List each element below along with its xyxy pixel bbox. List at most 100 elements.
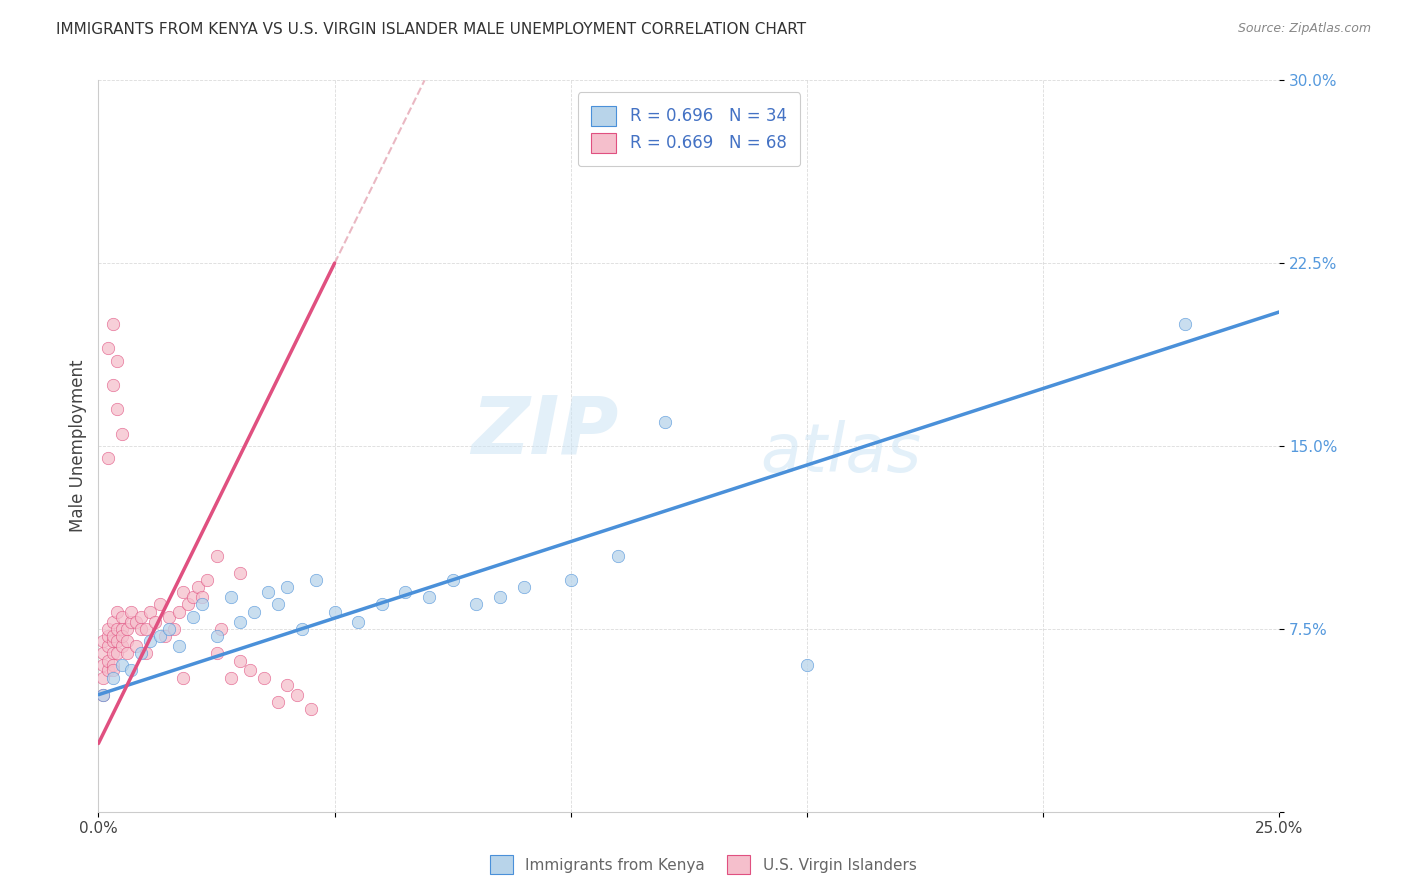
Point — [101, 378, 124, 392]
Point — [219, 671, 242, 685]
Point — [111, 622, 134, 636]
Point — [181, 590, 204, 604]
Point — [101, 629, 124, 643]
Point — [115, 646, 138, 660]
Point — [489, 590, 512, 604]
Point — [181, 609, 204, 624]
Point — [285, 688, 308, 702]
Point — [91, 688, 114, 702]
Point — [105, 605, 128, 619]
Point — [91, 671, 114, 685]
Point — [290, 622, 312, 636]
Point — [111, 426, 134, 441]
Point — [139, 634, 162, 648]
Point — [229, 566, 252, 580]
Point — [149, 598, 172, 612]
Point — [105, 646, 128, 660]
Point — [101, 671, 124, 685]
Point — [125, 639, 148, 653]
Point — [91, 634, 114, 648]
Point — [276, 581, 298, 595]
Point — [465, 598, 488, 612]
Point — [267, 598, 290, 612]
Point — [129, 622, 152, 636]
Point — [125, 615, 148, 629]
Point — [195, 573, 218, 587]
Point — [187, 581, 209, 595]
Point — [105, 353, 128, 368]
Point — [101, 634, 124, 648]
Point — [101, 615, 124, 629]
Point — [111, 609, 134, 624]
Point — [191, 598, 214, 612]
Point — [209, 622, 232, 636]
Y-axis label: Male Unemployment: Male Unemployment — [69, 359, 87, 533]
Point — [115, 622, 138, 636]
Point — [139, 605, 162, 619]
Point — [97, 663, 120, 677]
Point — [205, 646, 228, 660]
Point — [163, 622, 186, 636]
Point — [347, 615, 370, 629]
Point — [101, 663, 124, 677]
Point — [115, 634, 138, 648]
Point — [105, 634, 128, 648]
Text: IMMIGRANTS FROM KENYA VS U.S. VIRGIN ISLANDER MALE UNEMPLOYMENT CORRELATION CHAR: IMMIGRANTS FROM KENYA VS U.S. VIRGIN ISL… — [56, 22, 807, 37]
Point — [91, 646, 114, 660]
Point — [229, 654, 252, 668]
Text: Source: ZipAtlas.com: Source: ZipAtlas.com — [1237, 22, 1371, 36]
Point — [205, 549, 228, 563]
Point — [167, 605, 190, 619]
Point — [129, 609, 152, 624]
Point — [129, 646, 152, 660]
Point — [105, 402, 128, 417]
Text: ZIP: ZIP — [471, 392, 619, 470]
Point — [97, 342, 120, 356]
Point — [418, 590, 440, 604]
Point — [323, 605, 346, 619]
Point — [229, 615, 252, 629]
Point — [267, 695, 290, 709]
Point — [135, 622, 157, 636]
Point — [97, 451, 120, 466]
Point — [371, 598, 394, 612]
Point — [157, 609, 180, 624]
Text: atlas: atlas — [759, 420, 921, 486]
Point — [153, 629, 176, 643]
Point — [101, 317, 124, 331]
Point — [105, 622, 128, 636]
Point — [1174, 317, 1197, 331]
Point — [91, 688, 114, 702]
Point — [172, 671, 194, 685]
Point — [157, 622, 180, 636]
Point — [177, 598, 200, 612]
Point — [111, 629, 134, 643]
Point — [191, 590, 214, 604]
Point — [305, 573, 328, 587]
Point — [654, 415, 676, 429]
Point — [97, 622, 120, 636]
Point — [121, 663, 143, 677]
Point — [607, 549, 630, 563]
Point — [135, 646, 157, 660]
Point — [253, 671, 276, 685]
Point — [97, 654, 120, 668]
Point — [560, 573, 582, 587]
Point — [111, 658, 134, 673]
Point — [512, 581, 534, 595]
Point — [91, 658, 114, 673]
Point — [394, 585, 416, 599]
Point — [243, 605, 266, 619]
Point — [121, 615, 143, 629]
Legend: Immigrants from Kenya, U.S. Virgin Islanders: Immigrants from Kenya, U.S. Virgin Islan… — [484, 849, 922, 880]
Point — [441, 573, 464, 587]
Point — [111, 639, 134, 653]
Point — [121, 605, 143, 619]
Point — [167, 639, 190, 653]
Point — [796, 658, 818, 673]
Point — [101, 646, 124, 660]
Point — [257, 585, 280, 599]
Point — [205, 629, 228, 643]
Point — [299, 702, 322, 716]
Point — [97, 629, 120, 643]
